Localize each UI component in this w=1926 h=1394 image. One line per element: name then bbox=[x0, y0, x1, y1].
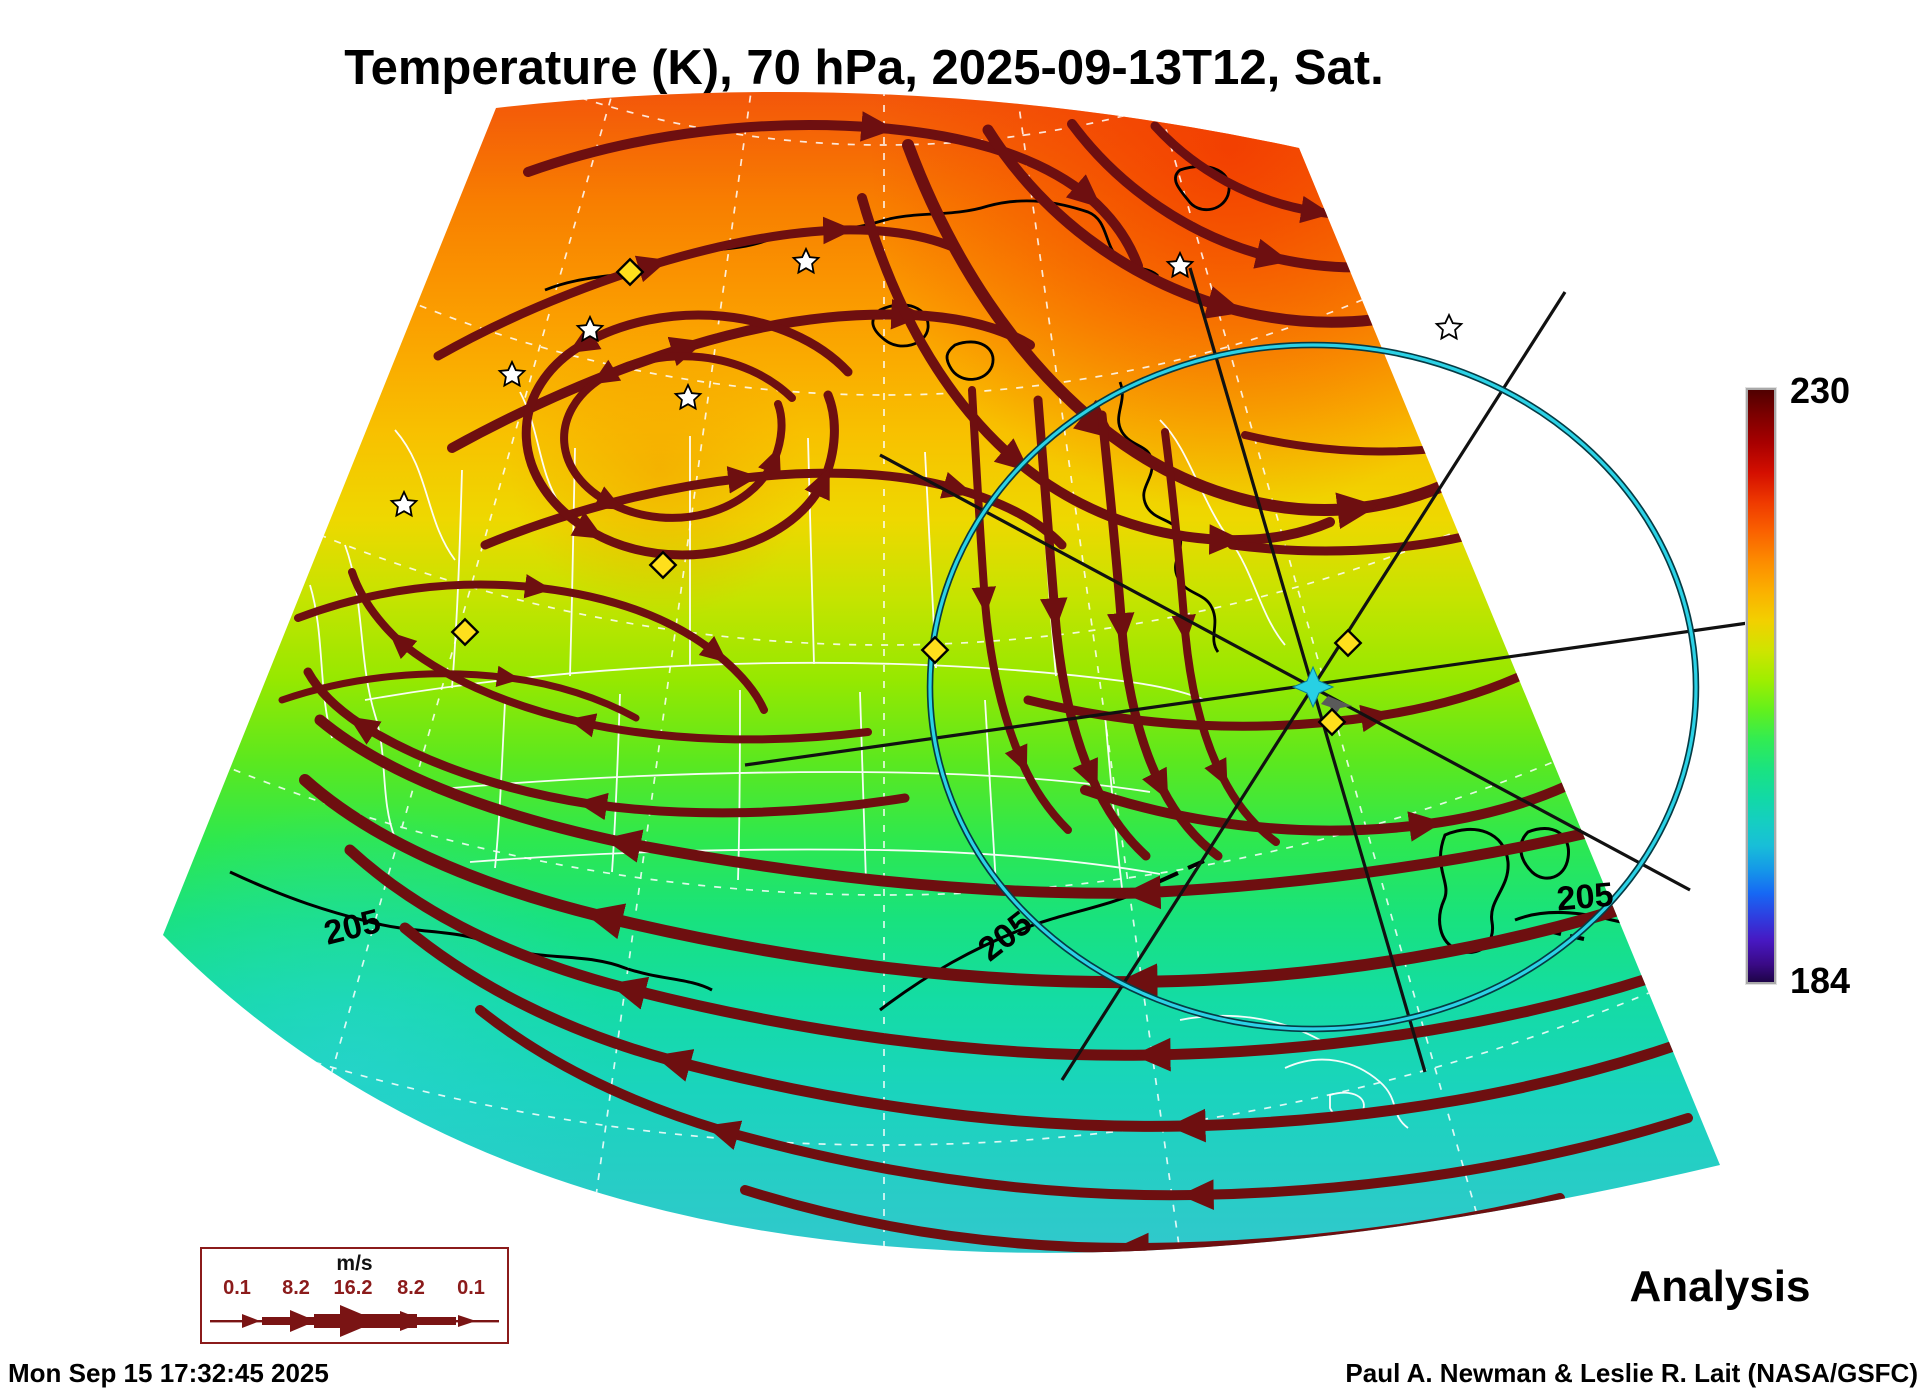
wind-legend-tick: 8.2 bbox=[282, 1277, 310, 1299]
station-diamond bbox=[920, 635, 950, 665]
star-marker bbox=[1435, 314, 1463, 340]
generation-timestamp: Mon Sep 15 17:32:45 2025 bbox=[8, 1358, 329, 1388]
wind-legend-tick: 0.1 bbox=[457, 1277, 485, 1299]
colorbar bbox=[1746, 388, 1776, 984]
station-diamond bbox=[1333, 628, 1363, 658]
station-diamond bbox=[1317, 707, 1347, 737]
station-diamond bbox=[648, 550, 678, 580]
colorbar-max-label: 230 bbox=[1790, 370, 1851, 411]
wind-legend-tick: 8.2 bbox=[397, 1277, 425, 1299]
credit-line: Paul A. Newman & Leslie R. Lait (NASA/GS… bbox=[1345, 1358, 1918, 1388]
wind-legend-ticks: 0.1 8.2 16.2 8.2 0.1 bbox=[202, 1277, 507, 1299]
range-circle-center-marker bbox=[1291, 665, 1335, 709]
range-circle bbox=[926, 341, 1700, 1033]
aircraft-icon bbox=[1321, 696, 1352, 717]
wind-legend-tick: 0.1 bbox=[223, 1277, 251, 1299]
product-status-label: Analysis bbox=[1629, 1262, 1811, 1311]
wind-speed-legend: m/s 0.1 8.2 16.2 8.2 0.1 bbox=[200, 1247, 509, 1344]
station-diamond bbox=[615, 257, 645, 287]
wind-scale-arrow-glyph bbox=[210, 1305, 499, 1337]
station-diamond-markers bbox=[450, 257, 1363, 737]
colorbar-min-label: 184 bbox=[1790, 960, 1851, 1001]
wind-legend-units-label: m/s bbox=[336, 1252, 373, 1275]
figure-title: Temperature (K), 70 hPa, 2025-09-13T12, … bbox=[344, 41, 1384, 95]
wind-legend-tick: 16.2 bbox=[333, 1277, 373, 1299]
station-diamond bbox=[450, 617, 480, 647]
contour-label-205: 205 bbox=[1555, 876, 1615, 919]
